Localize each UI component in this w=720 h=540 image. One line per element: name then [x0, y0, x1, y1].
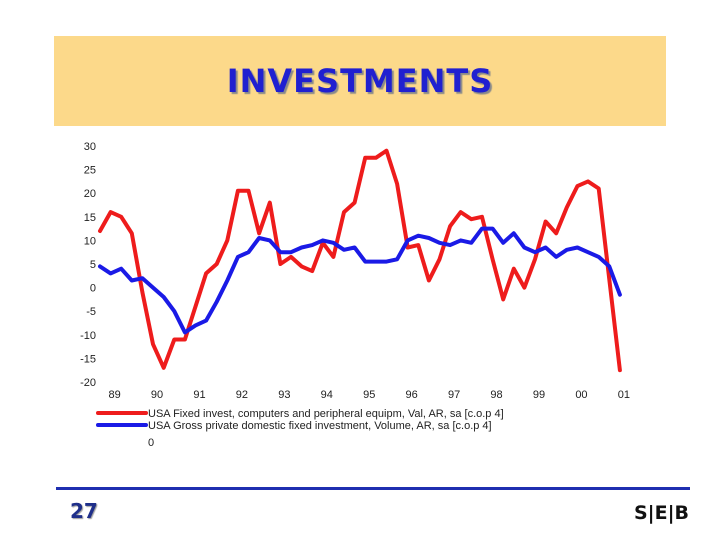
y-tick-label: 25 — [84, 165, 96, 177]
series-layer — [98, 148, 622, 373]
x-tick-label: 95 — [363, 389, 375, 401]
legend-label-1: USA Fixed invest, computers and peripher… — [148, 408, 504, 420]
x-tick-label: 00 — [575, 389, 587, 401]
footer-rule — [56, 487, 690, 490]
seb-logo: S|E|B — [634, 502, 690, 524]
page-number: 27 — [70, 499, 98, 523]
legend: USA Fixed invest, computers and peripher… — [96, 408, 504, 449]
x-tick-label: 91 — [193, 389, 205, 401]
y-tick-label: 15 — [84, 212, 96, 224]
x-tick-label: 89 — [108, 389, 120, 401]
legend-extra-label: 0 — [148, 437, 154, 449]
axis-layer: 30 25 20 15 10 5 0 -5 -10 -15 -20 89 90 91 92 93 94 95 96 9… — [80, 141, 630, 401]
x-tick-label: 93 — [278, 389, 290, 401]
x-tick-label: 94 — [321, 389, 333, 401]
y-tick-label: -20 — [80, 377, 96, 389]
legend-label-2: USA Gross private domestic fixed investm… — [148, 420, 492, 432]
x-tick-label: 99 — [533, 389, 545, 401]
title-band: INVESTMENTS — [54, 36, 666, 126]
y-tick-label: 30 — [84, 141, 96, 153]
investments-line-chart: 30 25 20 15 10 5 0 -5 -10 -15 -20 89 90 91 92 93 94 95 96 9… — [80, 141, 630, 449]
series-line-2 — [98, 226, 622, 335]
y-tick-label: 5 — [90, 259, 96, 271]
y-tick-label: -5 — [86, 306, 96, 318]
x-tick-label: 98 — [490, 389, 502, 401]
x-tick-label: 90 — [151, 389, 163, 401]
x-tick-label: 96 — [406, 389, 418, 401]
slide-title: INVESTMENTS — [226, 62, 494, 100]
y-tick-label: 10 — [84, 235, 96, 247]
y-tick-label: -10 — [80, 330, 96, 342]
y-tick-label: 0 — [90, 283, 96, 295]
x-tick-label: 92 — [236, 389, 248, 401]
series-line-1 — [98, 148, 622, 373]
x-tick-label: 97 — [448, 389, 460, 401]
x-tick-label: 01 — [618, 389, 630, 401]
y-tick-label: -15 — [80, 353, 96, 365]
y-tick-label: 20 — [84, 188, 96, 200]
